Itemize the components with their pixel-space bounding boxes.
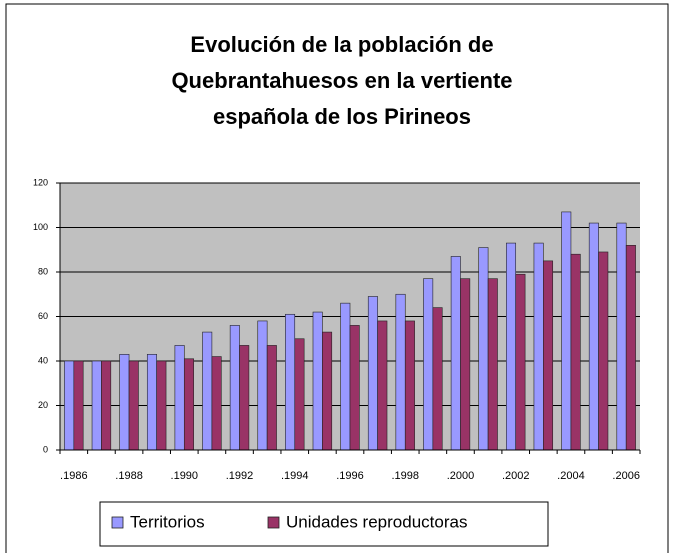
x-tick-label: .1990 bbox=[171, 470, 199, 482]
bar bbox=[349, 325, 360, 451]
bar bbox=[73, 360, 84, 451]
bar bbox=[64, 360, 75, 451]
bar bbox=[312, 311, 323, 451]
bar bbox=[616, 222, 627, 451]
bar bbox=[570, 253, 581, 451]
y-tick-label: 40 bbox=[38, 355, 48, 365]
bar bbox=[395, 293, 406, 451]
y-tick-label: 120 bbox=[33, 177, 48, 187]
bar bbox=[101, 360, 112, 451]
bar bbox=[561, 211, 572, 451]
legend-label: Territorios bbox=[130, 512, 205, 531]
bar bbox=[487, 278, 498, 451]
bar bbox=[266, 345, 277, 451]
bar bbox=[257, 320, 268, 451]
bar bbox=[543, 260, 554, 451]
bar bbox=[146, 354, 157, 451]
y-tick-label: 100 bbox=[33, 222, 48, 232]
bar bbox=[625, 245, 636, 451]
chart-title: Evolución de la población de bbox=[190, 32, 493, 57]
bar bbox=[340, 302, 351, 451]
x-tick-label: .1998 bbox=[391, 470, 419, 482]
x-tick-label: .2006 bbox=[612, 470, 640, 482]
bar bbox=[478, 247, 489, 451]
bar bbox=[533, 242, 544, 451]
bar bbox=[174, 345, 185, 451]
bar bbox=[91, 360, 102, 451]
x-tick-label: .1996 bbox=[336, 470, 364, 482]
legend-swatch bbox=[267, 516, 280, 529]
bar bbox=[432, 307, 443, 451]
bar bbox=[294, 338, 305, 451]
bar bbox=[588, 222, 599, 451]
bar bbox=[285, 313, 296, 451]
y-tick-label: 0 bbox=[43, 444, 48, 454]
legend-swatch bbox=[111, 516, 124, 529]
legend-box bbox=[99, 501, 549, 547]
bar bbox=[404, 320, 415, 451]
chart-title: Quebrantahuesos en la vertiente bbox=[171, 68, 512, 93]
y-tick-label: 20 bbox=[38, 400, 48, 410]
bar bbox=[229, 325, 240, 451]
bar bbox=[506, 242, 517, 451]
x-tick-label: .2004 bbox=[557, 470, 585, 482]
bar bbox=[183, 358, 194, 451]
bar bbox=[239, 345, 250, 451]
x-tick-label: .1994 bbox=[281, 470, 309, 482]
bar bbox=[598, 251, 609, 451]
bar bbox=[119, 354, 130, 451]
bar bbox=[515, 273, 526, 451]
chart-title: española de los Pirineos bbox=[213, 104, 471, 129]
bar bbox=[211, 356, 222, 451]
bar bbox=[128, 360, 139, 451]
x-tick-label: .2000 bbox=[447, 470, 475, 482]
x-tick-label: .1992 bbox=[226, 470, 254, 482]
bar bbox=[156, 360, 167, 451]
bar bbox=[460, 278, 471, 451]
y-tick-label: 60 bbox=[38, 311, 48, 321]
x-tick-label: .1986 bbox=[60, 470, 88, 482]
bar bbox=[450, 256, 461, 451]
bar bbox=[367, 296, 378, 451]
bar bbox=[322, 331, 333, 451]
bar bbox=[423, 278, 434, 451]
legend-label: Unidades reproductoras bbox=[286, 512, 467, 531]
bar bbox=[202, 331, 213, 451]
y-tick-label: 80 bbox=[38, 266, 48, 276]
x-tick-label: .2002 bbox=[502, 470, 530, 482]
bar bbox=[377, 320, 388, 451]
x-tick-label: .1988 bbox=[115, 470, 143, 482]
